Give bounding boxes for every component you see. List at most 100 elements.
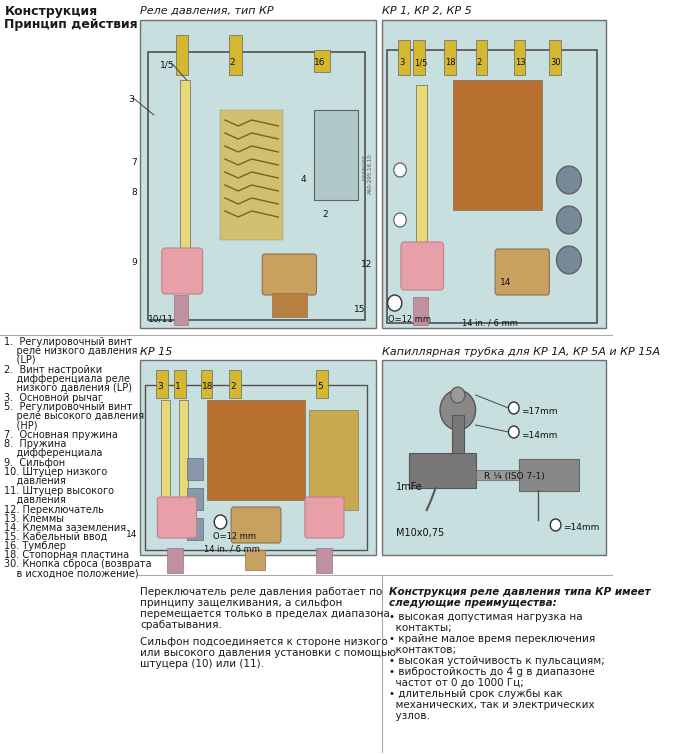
Circle shape [509,426,519,438]
FancyBboxPatch shape [519,459,579,491]
Text: 3.  Основной рычаг: 3. Основной рычаг [4,393,104,403]
Text: частот от 0 до 1000 Гц;: частот от 0 до 1000 Гц; [389,678,524,688]
Text: 10/11: 10/11 [148,315,174,324]
Text: 1/5: 1/5 [160,60,175,69]
Text: реле высокого давления: реле высокого давления [4,411,145,421]
FancyBboxPatch shape [207,400,305,500]
FancyBboxPatch shape [262,254,317,295]
FancyBboxPatch shape [314,110,358,200]
Text: 16: 16 [314,58,325,67]
FancyBboxPatch shape [175,295,188,325]
Text: Переключатель реле давления работает по: Переключатель реле давления работает по [141,587,383,597]
Text: O=12 mm: O=12 mm [388,315,431,324]
Text: 3: 3 [157,382,163,391]
Text: контакты;: контакты; [389,623,452,633]
Text: узлов.: узлов. [389,711,431,721]
Text: 12. Переключатель: 12. Переключатель [4,505,104,515]
FancyBboxPatch shape [157,370,168,398]
Text: 15: 15 [354,305,365,314]
Text: 4: 4 [300,175,306,184]
FancyBboxPatch shape [141,360,376,555]
Text: 14 in. / 6 mm: 14 in. / 6 mm [204,545,260,554]
Text: КР 1, КР 2, КР 5: КР 1, КР 2, КР 5 [382,6,472,16]
Text: 14. Клемма заземления: 14. Клемма заземления [4,523,126,533]
FancyBboxPatch shape [272,293,306,317]
Circle shape [388,295,402,311]
FancyBboxPatch shape [229,35,242,75]
Text: 1/5: 1/5 [414,58,428,67]
FancyBboxPatch shape [175,370,186,398]
FancyBboxPatch shape [514,40,525,75]
Text: давления: давления [4,495,66,505]
Text: 18: 18 [445,58,456,67]
Circle shape [556,246,582,274]
FancyBboxPatch shape [141,20,376,328]
Text: 3: 3 [399,58,404,67]
Text: 10. Штуцер низкого: 10. Штуцер низкого [4,467,108,477]
FancyBboxPatch shape [549,40,561,75]
Text: 1.  Регулировочный винт: 1. Регулировочный винт [4,337,132,347]
FancyBboxPatch shape [451,415,464,455]
Text: 5.  Регулировочный винт: 5. Регулировочный винт [4,402,132,412]
Circle shape [214,515,227,529]
Text: O=12 mm: O=12 mm [213,532,257,541]
FancyBboxPatch shape [317,370,328,398]
FancyBboxPatch shape [231,507,281,543]
Circle shape [509,402,519,414]
FancyBboxPatch shape [179,400,188,515]
Text: дифференциала реле: дифференциала реле [4,374,130,384]
FancyBboxPatch shape [201,370,213,398]
Circle shape [550,519,561,531]
Circle shape [556,166,582,194]
Text: =17mm: =17mm [521,406,558,415]
Text: 16. Тумблер: 16. Тумблер [4,541,66,551]
Text: 13: 13 [515,58,525,67]
Text: R ¼ (ISO 7-1): R ¼ (ISO 7-1) [484,472,545,481]
FancyBboxPatch shape [453,80,542,210]
FancyBboxPatch shape [187,518,203,540]
Text: • длительный срок службы как: • длительный срок службы как [389,689,563,699]
FancyBboxPatch shape [176,35,188,75]
Text: 14: 14 [126,530,137,539]
Text: 12: 12 [361,260,373,269]
Text: 1mFe: 1mFe [395,482,422,492]
FancyBboxPatch shape [401,242,444,290]
FancyBboxPatch shape [317,548,333,573]
Text: 8: 8 [132,188,137,197]
Text: 30: 30 [550,58,561,67]
Text: или высокого давления установки с помощью: или высокого давления установки с помощь… [141,648,396,658]
Text: 7: 7 [132,158,137,167]
Text: • вибростойкость до 4 g в диапазоне: • вибростойкость до 4 g в диапазоне [389,667,595,677]
Text: реле низкого давления: реле низкого давления [4,346,138,356]
Text: Капиллярная трубка для КР 1А, КР 5А и КР 15А: Капиллярная трубка для КР 1А, КР 5А и КР… [382,347,660,357]
FancyBboxPatch shape [309,410,358,510]
Text: 3: 3 [128,95,134,104]
Text: Реле давления, тип КР: Реле давления, тип КР [141,6,274,16]
FancyBboxPatch shape [229,370,241,398]
Text: 8.  Пружина: 8. Пружина [4,439,67,449]
Text: 18. Стопорная пластина: 18. Стопорная пластина [4,550,130,560]
Text: 15. Кабельный ввод: 15. Кабельный ввод [4,532,108,542]
FancyBboxPatch shape [413,40,425,75]
Text: DANFOSS
A60-295.16.10: DANFOSS A60-295.16.10 [362,154,373,195]
FancyBboxPatch shape [246,550,265,570]
FancyBboxPatch shape [382,20,607,328]
Text: 13. Клеммы: 13. Клеммы [4,514,64,524]
FancyBboxPatch shape [221,110,283,240]
Text: Принцип действия: Принцип действия [4,18,138,31]
FancyBboxPatch shape [161,248,203,294]
Text: дифференциала: дифференциала [4,448,103,458]
Text: 9: 9 [132,258,137,267]
FancyBboxPatch shape [161,400,170,515]
FancyBboxPatch shape [382,360,607,555]
Text: КР 15: КР 15 [141,347,172,357]
Text: 7.  Основная пружина: 7. Основная пружина [4,430,118,440]
Text: 18: 18 [201,382,213,391]
Text: 2: 2 [229,58,235,67]
Text: принципу защелкивания, а сильфон: принципу защелкивания, а сильфон [141,598,343,608]
Text: Конструкция: Конструкция [4,5,97,18]
Text: • крайне малое время переключения: • крайне малое время переключения [389,634,595,644]
Circle shape [556,206,582,234]
Text: Сильфон подсоединяется к стороне низкого: Сильфон подсоединяется к стороне низкого [141,637,388,647]
Text: контактов;: контактов; [389,645,457,655]
